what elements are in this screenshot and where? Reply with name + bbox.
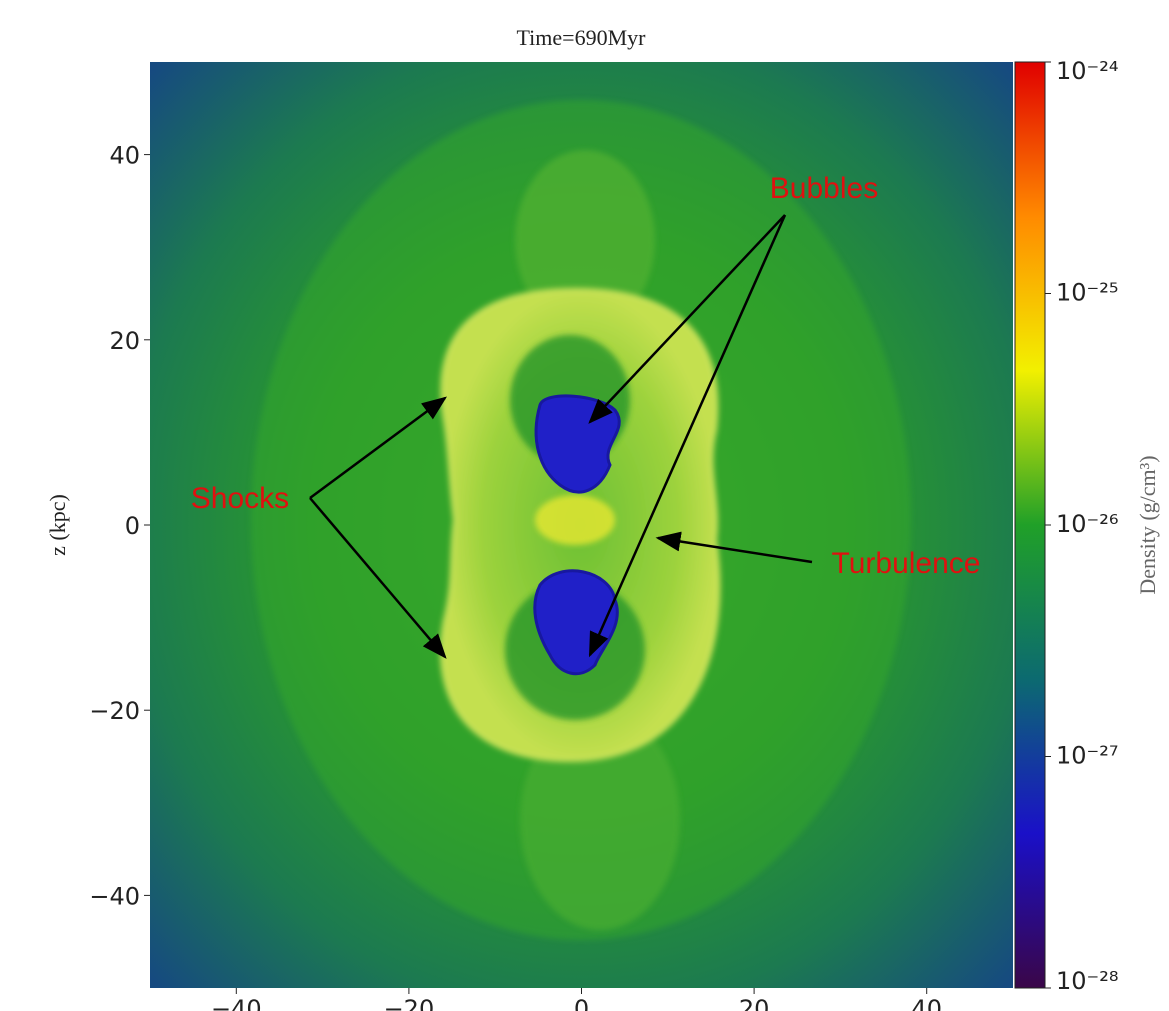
x-tick-label: −20 xyxy=(384,995,435,1011)
colorbar-tick-label: 10⁻²⁸ xyxy=(1056,967,1118,995)
colorbar-tick-label: 10⁻²⁵ xyxy=(1056,279,1118,307)
y-axis-label: z (kpc) xyxy=(45,494,70,556)
figure: Time=690Myr −40 −20 0 20 40 −40 −20 0 20 40 10⁻²⁴ 1… xyxy=(0,0,1169,1011)
annotation: Shocks xyxy=(191,482,289,515)
colorbar-label: Density (g/cm³) xyxy=(1135,455,1160,594)
x-tick-label: 20 xyxy=(739,995,770,1011)
chart-title: Time=690Myr xyxy=(517,25,647,50)
colorbar-tick-label: 10⁻²⁴ xyxy=(1056,57,1118,85)
y-tick-label: −40 xyxy=(89,882,140,910)
colorbar-tick-label: 10⁻²⁷ xyxy=(1056,742,1118,770)
colorbar xyxy=(1015,62,1045,988)
annotation: Bubbles xyxy=(770,172,878,205)
x-tick-label: −40 xyxy=(211,995,262,1011)
y-tick-label: 40 xyxy=(109,142,140,170)
colorbar-tick-label: 10⁻²⁶ xyxy=(1056,510,1118,538)
y-tick-label: 20 xyxy=(109,327,140,355)
x-tick-label: 0 xyxy=(574,995,589,1011)
y-tick-label: 0 xyxy=(125,512,140,540)
x-tick-label: 40 xyxy=(911,995,942,1011)
y-tick-label: −20 xyxy=(89,697,140,725)
density-image xyxy=(150,62,1013,988)
annotation: Turbulence xyxy=(832,547,981,580)
